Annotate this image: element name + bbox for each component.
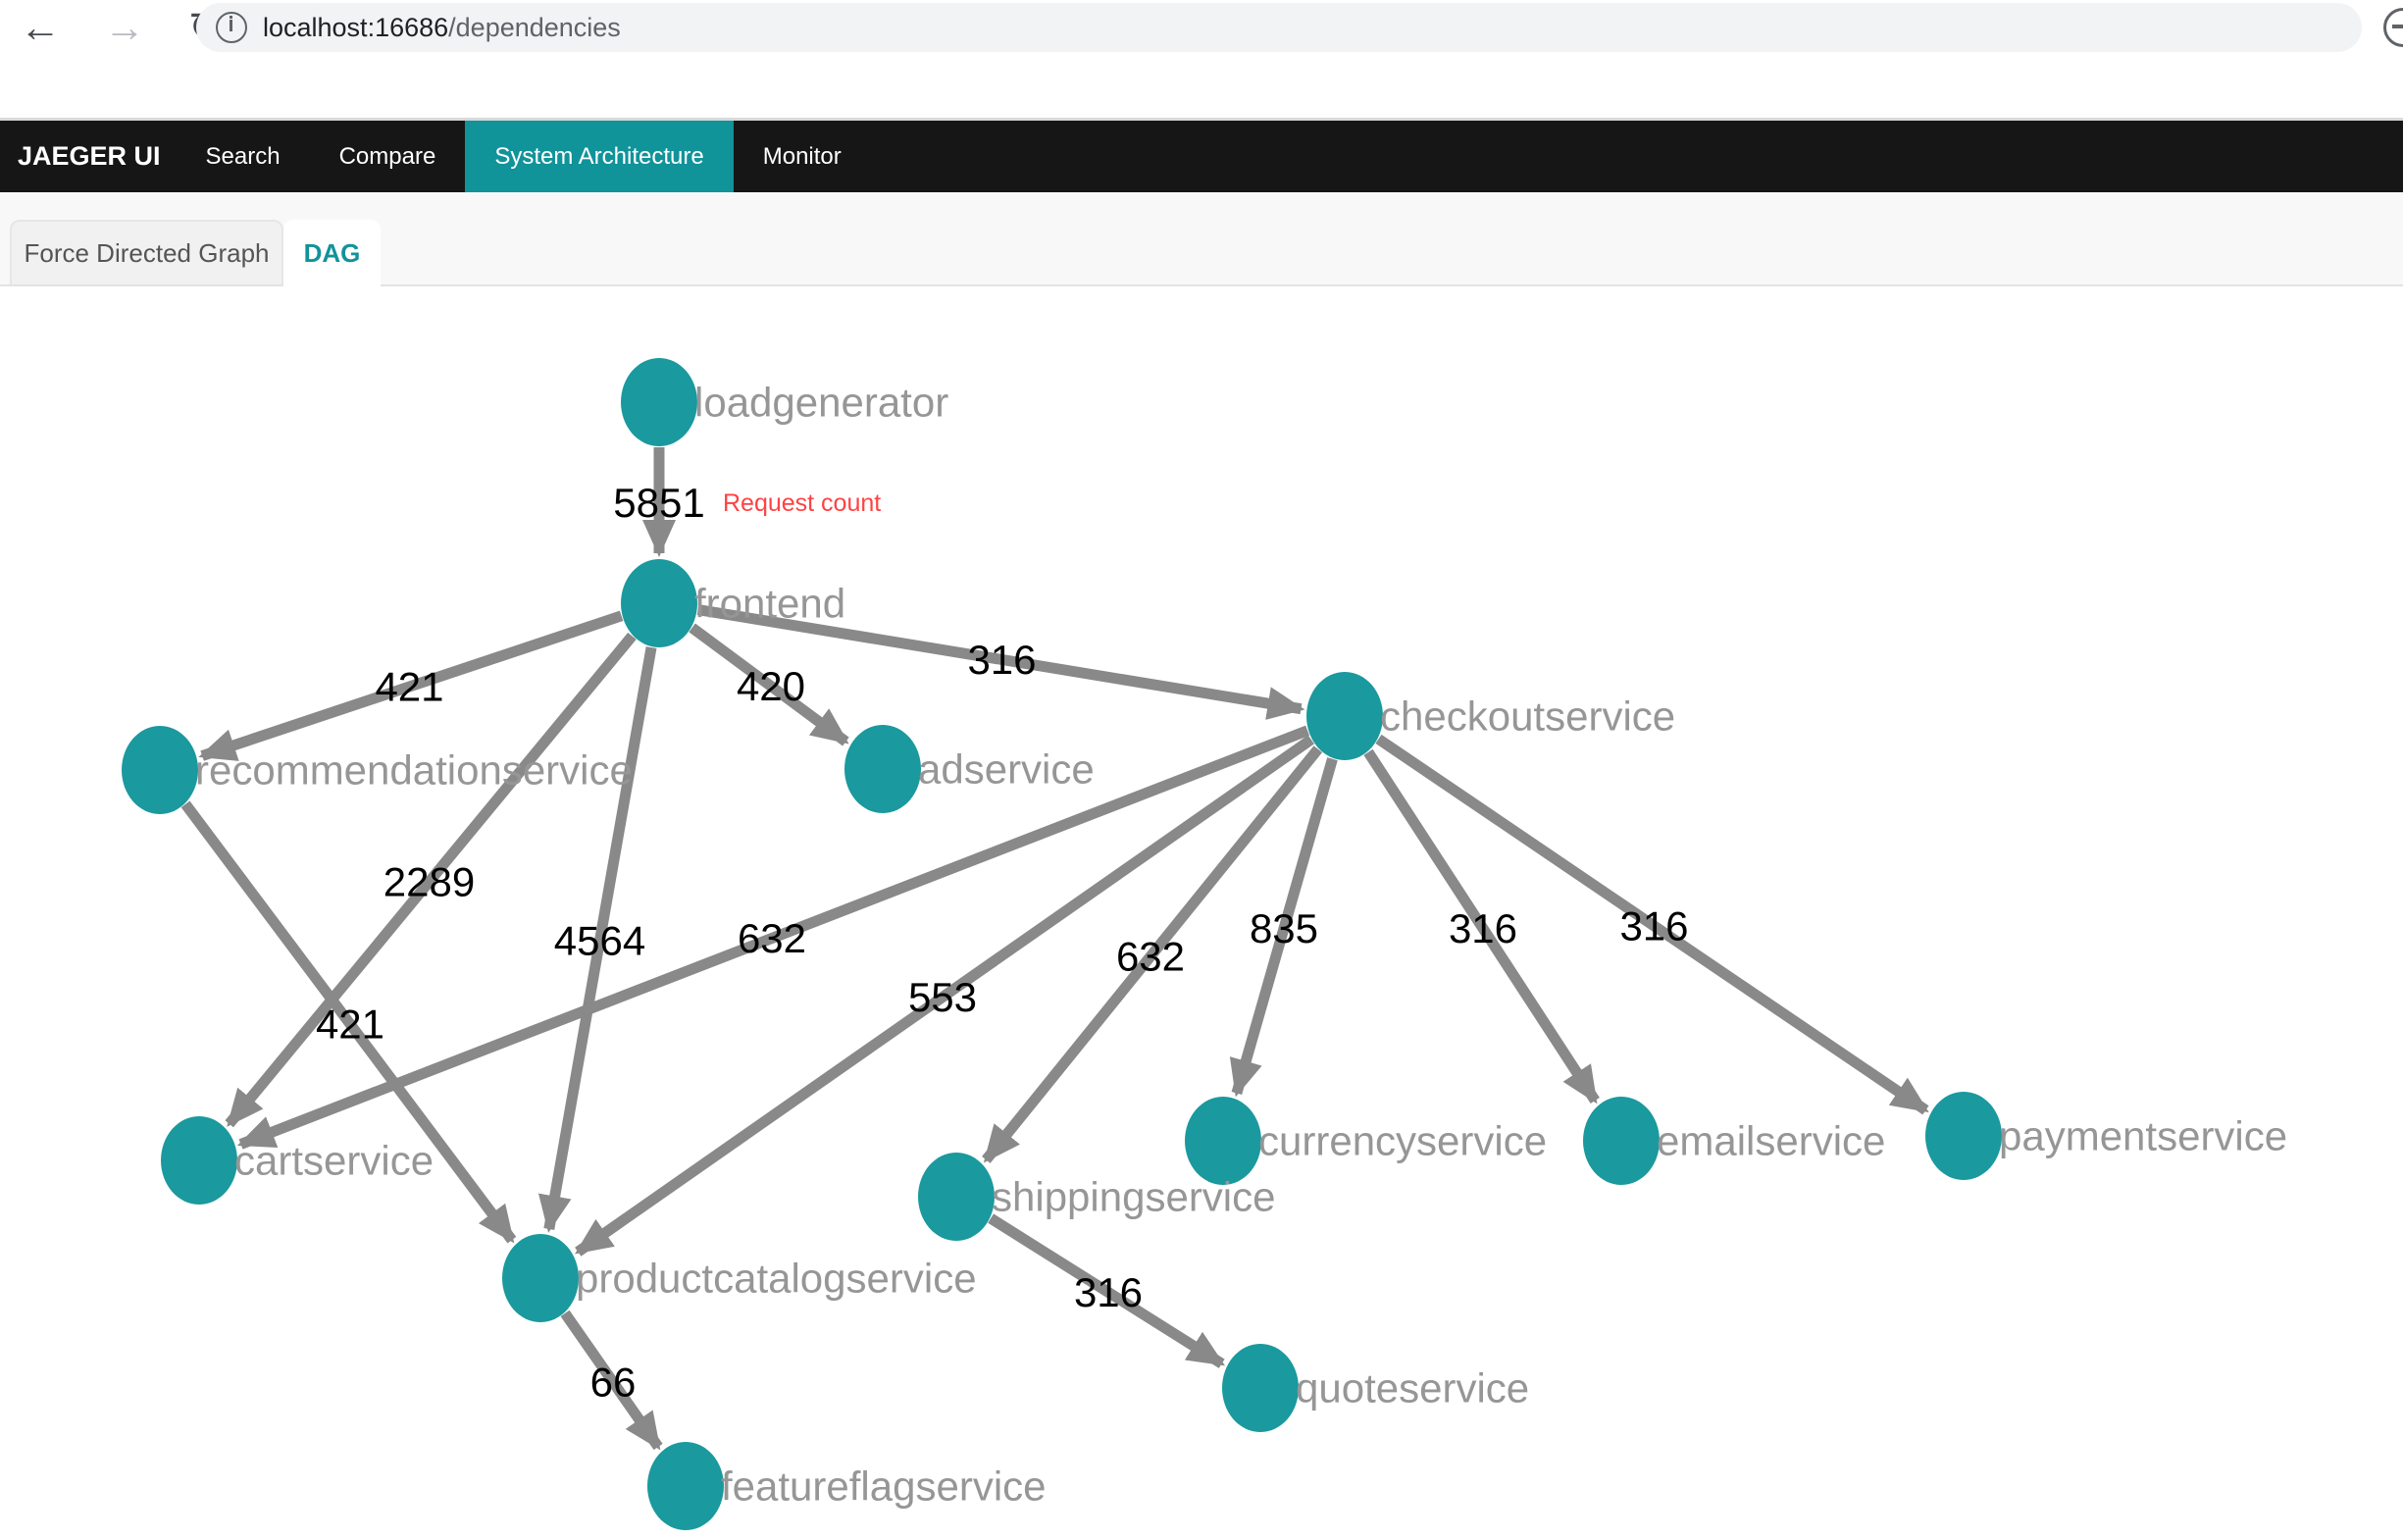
back-icon[interactable]: ← (20, 4, 61, 50)
jaeger-navbar: JAEGER UI Search Compare System Architec… (0, 121, 2403, 192)
edge-frontend-adservice (689, 623, 849, 746)
nav-item-compare[interactable]: Compare (338, 142, 436, 170)
browser-toolbar: ← → ↻ localhost:16686/dependencies (0, 0, 2403, 121)
jaeger-brand[interactable]: JAEGER UI (18, 141, 161, 171)
edge-count-frontend-productcatalogservice: 4564 (554, 918, 645, 964)
node-emailservice (1583, 1097, 1660, 1185)
edge-count-checkoutservice-shippingservice: 632 (1116, 934, 1185, 980)
node-adservice (844, 725, 921, 813)
node-quoteservice (1222, 1344, 1299, 1432)
edge-checkoutservice-cartservice (236, 725, 1310, 1150)
browser-nav-buttons: ← → ↻ (0, 0, 222, 55)
edge-metric-annotation: Request count (723, 489, 881, 517)
nodes (122, 358, 2002, 1530)
node-label-frontend: frontend (694, 581, 845, 627)
node-label-recommendationservice: recommendationservice (195, 747, 633, 794)
edge-frontend-checkoutservice (696, 604, 1305, 720)
edge-count-checkoutservice-productcatalogservice: 553 (908, 974, 977, 1020)
address-bar[interactable]: localhost:16686/dependencies (196, 3, 2362, 52)
node-frontend (621, 559, 697, 647)
edge-count-frontend-recommendationservice: 421 (375, 664, 443, 710)
forward-icon[interactable]: → (104, 4, 145, 50)
url-text[interactable]: localhost:16686/dependencies (263, 13, 621, 43)
node-labels: loadgenerator frontend recommendationservi… (195, 380, 2287, 1510)
edge-count-shippingservice-quoteservice: 316 (1074, 1269, 1143, 1315)
edge-productcatalogservice-featureflagservice (560, 1309, 663, 1451)
edge-count-checkoutservice-paymentservice: 316 (1619, 903, 1688, 950)
node-checkoutservice (1306, 672, 1383, 760)
edge-checkoutservice-productcatalogservice (574, 735, 1314, 1257)
nav-item-system-architecture[interactable]: System Architecture (465, 121, 734, 192)
node-label-checkoutservice: checkoutservice (1380, 693, 1675, 740)
edge-frontend-cartservice (225, 632, 637, 1128)
url-host: localhost:16686 (263, 12, 449, 42)
node-label-currencyservice: currencyservice (1258, 1118, 1547, 1164)
edge-count-frontend-cartservice: 2289 (383, 859, 475, 905)
node-label-adservice: adservice (918, 746, 1095, 793)
node-productcatalogservice (502, 1234, 579, 1322)
edge-count-checkoutservice-emailservice: 316 (1449, 905, 1517, 951)
tab-force-directed-graph[interactable]: Force Directed Graph (10, 220, 283, 284)
node-label-productcatalogservice: productcatalogservice (576, 1256, 977, 1302)
edge-checkoutservice-shippingservice (982, 745, 1323, 1163)
node-shippingservice (918, 1153, 995, 1241)
edge-checkoutservice-currencyservice (1229, 757, 1338, 1098)
edge-counts: 5851 421 420 316 2289 4564 421 632 553 632 835 316 3… (316, 480, 1689, 1406)
edge-shippingservice-quoteservice (988, 1213, 1226, 1368)
edge-count-productcatalogservice-featureflagservice: 66 (590, 1360, 637, 1406)
node-label-loadgenerator: loadgenerator (694, 380, 948, 426)
node-label-quoteservice: quoteservice (1296, 1365, 1529, 1412)
edge-count-checkoutservice-currencyservice: 835 (1250, 905, 1318, 951)
node-label-cartservice: cartservice (234, 1138, 434, 1184)
node-cartservice (161, 1116, 237, 1205)
edge-count-checkoutservice-cartservice: 632 (738, 915, 806, 961)
edge-count-recommendationservice-productcatalogservice: 421 (316, 1001, 384, 1048)
browser-extension-icon[interactable] (2383, 8, 2403, 47)
tab-dag[interactable]: DAG (283, 220, 381, 286)
edge-count-frontend-checkoutservice: 316 (967, 637, 1036, 683)
edge-frontend-recommendationservice (198, 610, 624, 761)
node-featureflagservice (647, 1442, 724, 1530)
node-currencyservice (1185, 1097, 1261, 1185)
node-label-featureflagservice: featureflagservice (721, 1463, 1047, 1510)
view-tabbar: Force Directed Graph DAG (0, 192, 2403, 286)
edge-checkoutservice-paymentservice (1375, 734, 1929, 1115)
node-paymentservice (1925, 1092, 2002, 1180)
node-label-paymentservice: paymentservice (1999, 1113, 2287, 1159)
node-label-emailservice: emailservice (1657, 1118, 1885, 1164)
edges (180, 447, 1929, 1451)
node-label-shippingservice: shippingservice (992, 1174, 1276, 1220)
edge-recommendationservice-productcatalogservice (180, 800, 517, 1244)
node-recommendationservice (122, 726, 198, 814)
edge-checkoutservice-emailservice (1363, 748, 1600, 1104)
node-loadgenerator (621, 358, 697, 446)
edge-count-loadgenerator-frontend: 5851 (613, 480, 704, 526)
edge-count-frontend-adservice: 420 (737, 663, 805, 709)
url-path: /dependencies (448, 12, 621, 42)
edge-frontend-productcatalogservice (537, 646, 657, 1233)
page-info-icon[interactable] (216, 12, 247, 43)
nav-item-monitor[interactable]: Monitor (762, 142, 842, 170)
nav-item-search[interactable]: Search (205, 142, 281, 170)
